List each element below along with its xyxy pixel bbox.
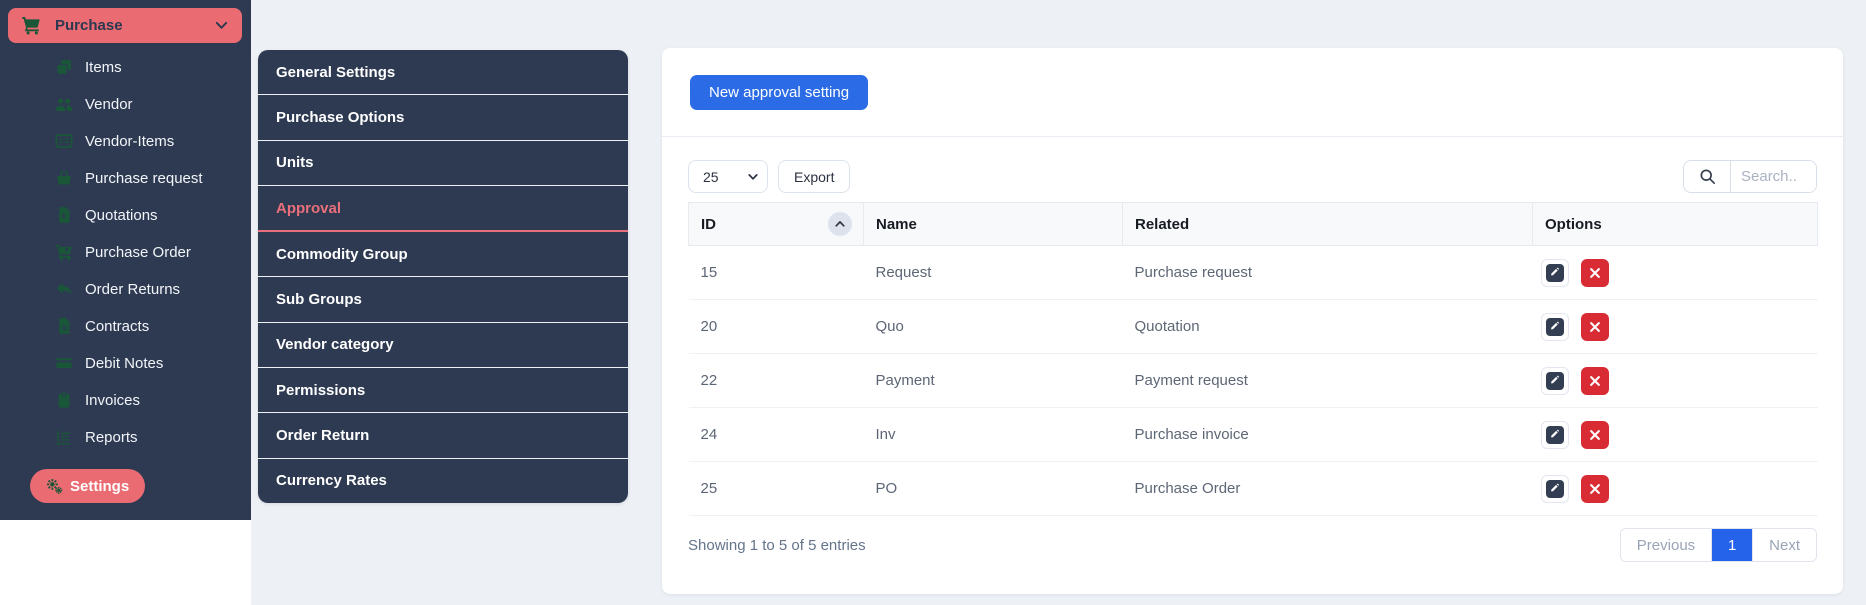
settings-menu-item-order-return[interactable]: Order Return — [258, 413, 628, 459]
gears-icon — [46, 478, 63, 495]
settings-button[interactable]: Settings — [30, 469, 146, 503]
page-size-select-wrap: 25 — [688, 160, 768, 193]
delete-button[interactable] — [1580, 366, 1609, 395]
quotations-icon — [55, 206, 74, 225]
sidebar-item-debit-notes[interactable]: Debit Notes — [0, 345, 251, 382]
edit-button[interactable] — [1540, 312, 1569, 341]
settings-menu-item-general-settings[interactable]: General Settings — [258, 50, 628, 96]
vendor-items-icon — [55, 132, 74, 151]
sidebar-menu: Items Vendor Vendor-Items Purchase reque… — [0, 49, 251, 456]
settings-menu-panel: General Settings Purchase Options Units … — [258, 50, 628, 503]
table-footer: Showing 1 to 5 of 5 entries Previous 1 N… — [688, 528, 1817, 562]
settings-button-label: Settings — [70, 477, 130, 495]
sidebar-item-vendor-items[interactable]: Vendor-Items — [0, 123, 251, 160]
delete-button[interactable] — [1580, 420, 1609, 449]
delete-button[interactable] — [1580, 474, 1609, 503]
column-header-id[interactable]: ID — [688, 202, 864, 246]
x-icon — [1588, 320, 1602, 334]
search-box — [1683, 160, 1817, 193]
sidebar-item-contracts[interactable]: Contracts — [0, 308, 251, 345]
page-size-select[interactable]: 25 — [688, 160, 768, 193]
purchase-order-icon — [55, 243, 74, 262]
settings-menu-item-currency-rates[interactable]: Currency Rates — [276, 472, 387, 490]
table-row: 20 Quo Quotation — [688, 299, 1818, 354]
settings-menu-item-vendor-category[interactable]: Vendor category — [258, 323, 628, 369]
chevron-up-icon — [834, 218, 846, 230]
delete-button[interactable] — [1580, 258, 1609, 287]
table-header-row: ID Name Related Options — [688, 202, 1818, 246]
pagination-next-button[interactable]: Next — [1752, 529, 1816, 561]
showing-entries-text: Showing 1 to 5 of 5 entries — [688, 536, 866, 554]
debit-notes-icon — [55, 354, 74, 373]
edit-button[interactable] — [1540, 420, 1569, 449]
table-row: 22 Payment Payment request — [688, 353, 1818, 408]
column-header-related: Related — [1122, 202, 1533, 246]
chevron-down-icon — [214, 18, 229, 33]
sidebar: Purchase Items Vendor Vendor-Items Purch… — [0, 0, 251, 520]
approval-settings-card: New approval setting 25 Export ID — [662, 48, 1843, 594]
new-approval-setting-button[interactable]: New approval setting — [690, 74, 869, 110]
x-icon — [1588, 428, 1602, 442]
pencil-icon — [1545, 263, 1564, 282]
sidebar-item-vendor[interactable]: Vendor — [0, 86, 251, 123]
card-header: New approval setting — [662, 48, 1843, 137]
sidebar-item-order-returns[interactable]: Order Returns — [0, 271, 251, 308]
column-header-options: Options — [1532, 202, 1818, 246]
table-row: 24 Inv Purchase invoice — [688, 407, 1818, 462]
pencil-icon — [1545, 425, 1564, 444]
settings-menu-item-commodity-group[interactable]: Commodity Group — [258, 232, 628, 278]
settings-menu-item-approval[interactable]: Approval — [258, 186, 628, 233]
delete-button[interactable] — [1580, 312, 1609, 341]
sort-ascending-button[interactable] — [828, 212, 852, 236]
invoices-icon — [55, 391, 74, 410]
card-body: 25 Export ID Name — [662, 137, 1843, 562]
purchase-menu-button[interactable]: Purchase — [8, 8, 242, 43]
search-input[interactable] — [1731, 161, 1816, 192]
cart-icon — [21, 15, 42, 36]
pagination-page-1-button[interactable]: 1 — [1712, 529, 1753, 561]
pencil-icon — [1545, 371, 1564, 390]
sidebar-item-items[interactable]: Items — [0, 49, 251, 86]
purchase-menu-label: Purchase — [55, 17, 123, 34]
search-icon — [1684, 161, 1731, 192]
settings-menu-item-permissions[interactable]: Permissions — [258, 368, 628, 414]
export-button[interactable]: Export — [778, 160, 851, 193]
table-row: 25 PO Purchase Order — [688, 461, 1818, 516]
purchase-request-icon — [55, 169, 74, 188]
approvals-table: ID Name Related Options 15 Request Purch… — [688, 202, 1818, 516]
x-icon — [1588, 482, 1602, 496]
pagination: Previous 1 Next — [1619, 528, 1817, 562]
edit-button[interactable] — [1540, 258, 1569, 287]
sidebar-item-reports[interactable]: Reports — [0, 419, 251, 456]
settings-menu-item-purchase-options[interactable]: Purchase Options — [258, 95, 628, 141]
pencil-icon — [1545, 317, 1564, 336]
column-header-name: Name — [863, 202, 1123, 246]
edit-button[interactable] — [1540, 474, 1569, 503]
order-returns-icon — [55, 280, 74, 299]
x-icon — [1588, 374, 1602, 388]
settings-menu-item-units[interactable]: Units — [258, 141, 628, 186]
pencil-icon — [1545, 479, 1564, 498]
table-row: 15 Request Purchase request — [688, 245, 1818, 300]
sidebar-item-purchase-request[interactable]: Purchase request — [0, 160, 251, 197]
edit-button[interactable] — [1540, 366, 1569, 395]
sidebar-item-quotations[interactable]: Quotations — [0, 197, 251, 234]
vendor-icon — [55, 95, 74, 114]
table-controls: 25 Export — [688, 160, 1817, 193]
pagination-previous-button[interactable]: Previous — [1620, 529, 1713, 561]
contracts-icon — [55, 317, 74, 336]
items-icon — [55, 58, 74, 77]
x-icon — [1588, 266, 1602, 280]
reports-icon — [55, 428, 74, 447]
sidebar-item-purchase-order[interactable]: Purchase Order — [0, 234, 251, 271]
sidebar-item-invoices[interactable]: Invoices — [0, 382, 251, 419]
settings-menu-item-sub-groups[interactable]: Sub Groups — [258, 277, 628, 323]
